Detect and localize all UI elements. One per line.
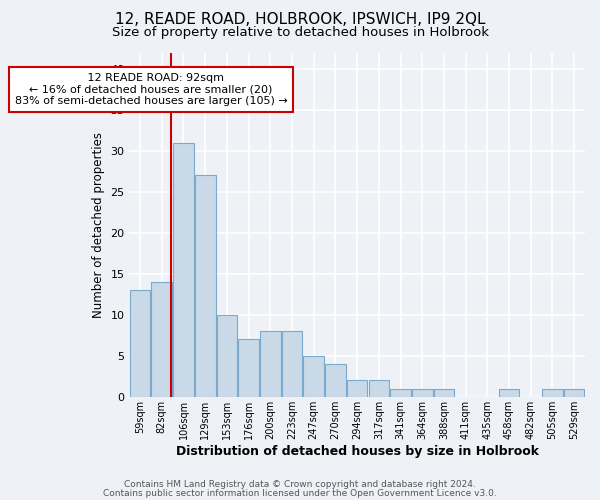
Bar	[238, 340, 259, 397]
Bar	[542, 388, 563, 397]
Text: 12, READE ROAD, HOLBROOK, IPSWICH, IP9 2QL: 12, READE ROAD, HOLBROOK, IPSWICH, IP9 2…	[115, 12, 485, 28]
Bar	[217, 315, 237, 397]
Y-axis label: Number of detached properties: Number of detached properties	[92, 132, 104, 318]
Bar	[325, 364, 346, 397]
Bar	[173, 142, 194, 397]
Bar	[390, 388, 411, 397]
Bar	[195, 176, 215, 397]
Bar	[499, 388, 520, 397]
Bar	[281, 331, 302, 397]
Bar	[434, 388, 454, 397]
Text: 12 READE ROAD: 92sqm
← 16% of detached houses are smaller (20)
83% of semi-detac: 12 READE ROAD: 92sqm ← 16% of detached h…	[14, 73, 287, 106]
Bar	[151, 282, 172, 397]
Bar	[260, 331, 281, 397]
Bar	[368, 380, 389, 397]
Bar	[347, 380, 367, 397]
Bar	[130, 290, 151, 397]
X-axis label: Distribution of detached houses by size in Holbrook: Distribution of detached houses by size …	[176, 444, 539, 458]
Text: Contains public sector information licensed under the Open Government Licence v3: Contains public sector information licen…	[103, 488, 497, 498]
Bar	[412, 388, 433, 397]
Bar	[564, 388, 584, 397]
Text: Size of property relative to detached houses in Holbrook: Size of property relative to detached ho…	[112, 26, 488, 39]
Bar	[304, 356, 324, 397]
Text: Contains HM Land Registry data © Crown copyright and database right 2024.: Contains HM Land Registry data © Crown c…	[124, 480, 476, 489]
